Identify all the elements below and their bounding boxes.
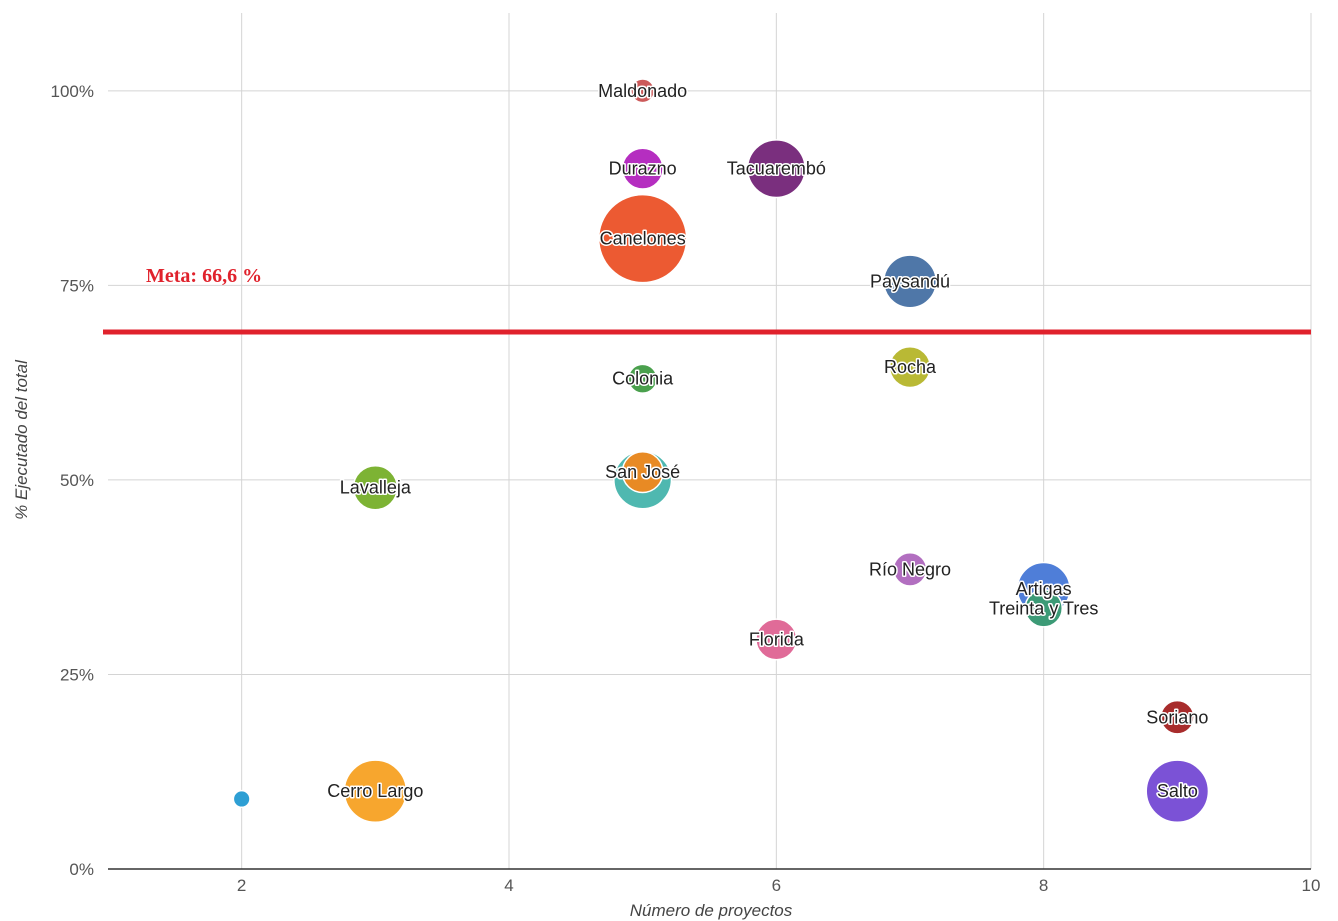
bubble-soriano — [1159, 699, 1195, 735]
y-axis-title: % Ejecutado del total — [12, 359, 31, 520]
bubble-salto — [1145, 759, 1210, 824]
bubble-treinta-y-tres — [1024, 588, 1064, 628]
y-tick-label: 75% — [60, 276, 94, 295]
bubble-canelones — [597, 193, 688, 284]
bubble-label: Artigas — [1016, 579, 1072, 599]
bubble-label: Cerro Largo — [327, 781, 423, 801]
bubble-label: Salto — [1157, 781, 1198, 801]
bubble-durazno — [621, 147, 664, 190]
bubble-unlabeled-15 — [232, 789, 251, 809]
bubble-paysandú — [882, 254, 938, 309]
bubble-label: San José — [605, 462, 680, 482]
bubble-label: Treinta y Tres — [989, 598, 1098, 618]
bubble-colonia — [627, 363, 658, 394]
bubble-label: Florida — [749, 629, 805, 649]
meta-label: Meta: 66,6 % — [146, 265, 262, 287]
bubble-san-josé — [621, 451, 664, 494]
bubble-label: Colonia — [612, 369, 674, 389]
bubble-maldonado — [630, 78, 656, 104]
bubble-label: Paysandú — [870, 271, 950, 291]
bubble-florida — [755, 618, 798, 661]
bubble-label: Maldonado — [598, 81, 687, 101]
y-tick-label: 25% — [60, 665, 94, 684]
bubble-río-negro — [892, 552, 928, 587]
bubble-cerro-largo — [343, 759, 408, 824]
bubble-rocha — [888, 345, 932, 389]
x-tick-label: 8 — [1039, 876, 1048, 895]
x-tick-label: 6 — [772, 876, 781, 895]
x-tick-label: 2 — [237, 876, 246, 895]
bubble-labels: Maldonado Durazno Tacuarembó Canelones Paysa… — [326, 79, 1210, 802]
bubbles — [232, 78, 1210, 824]
bubble-label: Soriano — [1146, 707, 1208, 727]
y-tick-label: 0% — [69, 860, 94, 879]
bubble-label: Lavalleja — [340, 478, 412, 498]
grid-lines — [108, 13, 1312, 869]
x-axis-title: Número de proyectos — [630, 901, 793, 920]
bubble-label: Canelones — [600, 229, 686, 249]
bubble-label: Durazno — [609, 159, 677, 179]
y-tick-label: 100% — [51, 82, 94, 101]
axes: 2 4 6 8 100%25%50%75%100% — [51, 82, 1321, 895]
bubble-lavalleja — [352, 464, 399, 511]
bubble-tacuarembó — [746, 139, 806, 199]
x-tick-label: 4 — [504, 876, 513, 895]
bubble-label: Tacuarembó — [727, 159, 826, 179]
y-tick-label: 50% — [60, 471, 94, 490]
bubble-label: Río Negro — [869, 559, 951, 579]
meta-reference: Meta: 66,6 % — [103, 265, 1311, 335]
x-tick-label: 10 — [1302, 876, 1321, 895]
bubble-label: Rocha — [884, 357, 937, 377]
